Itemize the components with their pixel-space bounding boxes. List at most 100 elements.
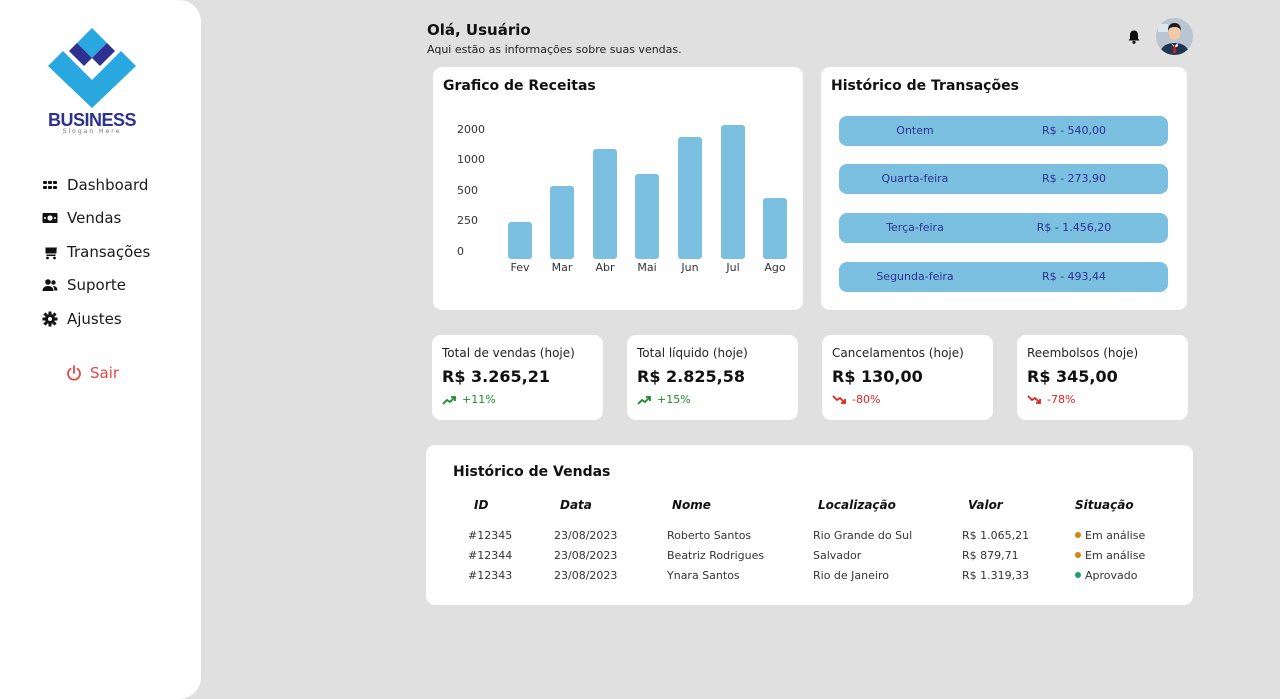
- status-badge: Aprovado: [1075, 569, 1137, 582]
- bar-fev[interactable]: [508, 222, 532, 259]
- bar-jun[interactable]: [678, 137, 702, 259]
- x-label: Mai: [637, 261, 657, 274]
- stat-change-value: -78%: [1047, 393, 1076, 406]
- stat-card-total-vendas: Total de vendas (hoje) R$ 3.265,21 +11%: [432, 335, 603, 420]
- cell-date: 23/08/2023: [554, 569, 618, 582]
- sidebar-item-transacoes[interactable]: Transações: [42, 235, 150, 269]
- x-label: Fev: [510, 261, 530, 274]
- x-label: Ago: [764, 261, 786, 274]
- stat-label: Total de vendas (hoje): [442, 346, 575, 360]
- column-header-valor[interactable]: Valor: [968, 498, 1003, 512]
- stat-change-value: -80%: [852, 393, 881, 406]
- sidebar-item-vendas[interactable]: Vendas: [42, 202, 150, 236]
- y-tick: 250: [457, 214, 478, 227]
- logo-icon: [48, 28, 136, 108]
- trending-down-icon: [832, 394, 846, 404]
- y-tick: 500: [457, 184, 478, 197]
- sales-history-title: Histórico de Vendas: [453, 464, 611, 480]
- money-icon: [42, 213, 58, 224]
- sidebar-item-label: Suporte: [67, 276, 127, 295]
- column-header-nome[interactable]: Nome: [672, 498, 711, 512]
- trending-up-icon: [442, 395, 456, 405]
- cell-name: Ynara Santos: [667, 569, 740, 582]
- revenue-chart-card: Grafico de Receitas 2000 1000 500 250 0 …: [433, 67, 803, 310]
- transaction-amount: R$ - 1.456,20: [1036, 221, 1112, 234]
- stat-change: +11%: [442, 393, 496, 406]
- transaction-row[interactable]: Quarta-feira R$ - 273,90: [839, 164, 1168, 194]
- sidebar: BUSINESS Slogan Here Dashboard Vendas: [0, 0, 201, 699]
- greeting-title: Olá, Usuário: [427, 21, 531, 39]
- transaction-row[interactable]: Terça-feira R$ - 1.456,20: [839, 213, 1168, 243]
- transaction-day: Quarta-feira: [881, 172, 949, 185]
- stat-value: R$ 130,00: [832, 367, 923, 386]
- transaction-day: Terça-feira: [886, 221, 944, 234]
- status-badge: Em análise: [1075, 529, 1145, 542]
- stat-change: -78%: [1027, 393, 1075, 406]
- logout-button[interactable]: Sair: [66, 364, 119, 382]
- stat-change: +15%: [637, 393, 691, 406]
- transaction-day: Ontem: [896, 124, 934, 137]
- transaction-row[interactable]: Segunda-feira R$ - 493,44: [839, 262, 1168, 292]
- user-avatar[interactable]: [1156, 18, 1193, 55]
- x-label: Jun: [681, 261, 699, 274]
- page-header: Olá, Usuário Aqui estão as informações s…: [427, 21, 682, 56]
- sidebar-item-label: Transações: [67, 242, 151, 261]
- sidebar-item-dashboard[interactable]: Dashboard: [42, 168, 150, 202]
- bar-jul[interactable]: [721, 125, 745, 259]
- cart-icon: [42, 245, 57, 260]
- cell-id: #12344: [468, 549, 513, 562]
- cell-value: R$ 879,71: [962, 549, 1019, 562]
- avatar-icon: [1156, 18, 1193, 55]
- sidebar-item-ajustes[interactable]: Ajustes: [42, 302, 150, 336]
- bar-mai[interactable]: [635, 174, 659, 259]
- trending-up-icon: [637, 395, 651, 405]
- status-badge: Em análise: [1075, 549, 1145, 562]
- x-label: Abr: [595, 261, 615, 274]
- gear-icon: [42, 311, 58, 327]
- column-header-localizacao[interactable]: Localização: [818, 498, 896, 512]
- y-tick: 2000: [457, 123, 485, 136]
- bell-icon[interactable]: [1127, 29, 1141, 45]
- column-header-situacao[interactable]: Situação: [1075, 498, 1134, 512]
- bar-mar[interactable]: [550, 186, 574, 259]
- trending-down-icon: [1027, 394, 1041, 404]
- stat-value: R$ 3.265,21: [442, 367, 550, 386]
- transaction-amount: R$ - 540,00: [1041, 124, 1107, 137]
- brand-name: BUSINESS: [47, 110, 137, 130]
- transaction-row[interactable]: Ontem R$ - 540,00: [839, 116, 1168, 146]
- cell-date: 23/08/2023: [554, 549, 618, 562]
- status-dot-icon: [1075, 532, 1081, 538]
- column-header-id[interactable]: ID: [474, 498, 489, 512]
- brand-logo[interactable]: BUSINESS Slogan Here: [44, 26, 140, 138]
- cell-location: Salvador: [813, 549, 862, 562]
- column-header-data[interactable]: Data: [560, 498, 592, 512]
- sidebar-item-suporte[interactable]: Suporte: [42, 269, 150, 303]
- transactions-title: Histórico de Transações: [831, 78, 1019, 94]
- bar-ago[interactable]: [763, 198, 787, 259]
- transaction-day: Segunda-feira: [876, 270, 954, 283]
- power-icon: [67, 365, 81, 381]
- stat-change-value: +11%: [462, 393, 496, 406]
- cell-location: Rio de Janeiro: [813, 569, 889, 582]
- sales-history-card: Histórico de Vendas ID Data Nome Localiz…: [426, 445, 1193, 605]
- cell-id: #12343: [468, 569, 513, 582]
- sidebar-nav: Dashboard Vendas Transações: [42, 168, 150, 336]
- cell-name: Roberto Santos: [667, 529, 752, 542]
- chart-title: Grafico de Receitas: [443, 78, 596, 94]
- grid-icon: [43, 180, 57, 189]
- transaction-amount: R$ - 493,44: [1041, 270, 1107, 283]
- stat-change-value: +15%: [657, 393, 691, 406]
- y-tick: 0: [457, 245, 464, 258]
- transactions-card: Histórico de Transações Ontem R$ - 540,0…: [821, 67, 1187, 310]
- cell-value: R$ 1.065,21: [962, 529, 1030, 542]
- stat-label: Reembolsos (hoje): [1027, 346, 1139, 360]
- y-tick: 1000: [457, 153, 485, 166]
- logout-label: Sair: [90, 364, 120, 382]
- bar-abr[interactable]: [593, 149, 617, 259]
- status-dot-icon: [1075, 552, 1081, 558]
- stat-card-reembolsos: Reembolsos (hoje) R$ 345,00 -78%: [1017, 335, 1188, 420]
- stat-label: Cancelamentos (hoje): [832, 346, 964, 360]
- sidebar-item-label: Dashboard: [67, 175, 149, 194]
- x-label: Jul: [726, 261, 740, 274]
- sidebar-item-label: Ajustes: [67, 309, 122, 328]
